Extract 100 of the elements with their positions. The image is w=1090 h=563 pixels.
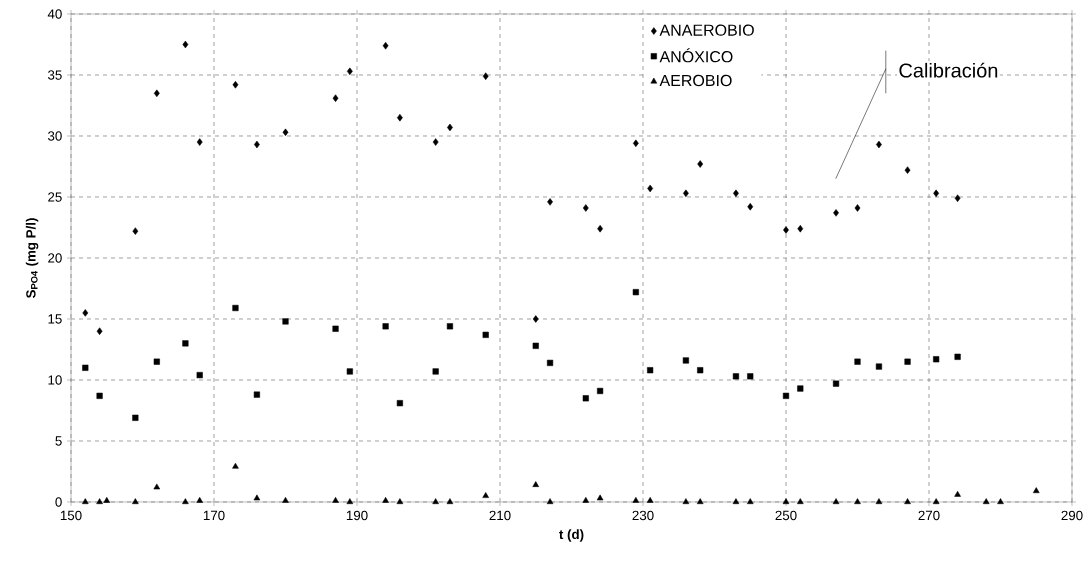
point [697,160,704,168]
point [832,498,840,504]
point [396,400,403,407]
x-axis-title: t (d) [559,529,584,542]
y-tick-label: 15 [48,314,62,324]
x-tick-label: 190 [346,510,368,521]
point [346,368,353,375]
point [933,356,940,363]
point [546,359,554,366]
point [646,497,654,503]
point [532,315,539,323]
point [103,497,111,503]
point [875,363,883,370]
point [782,392,790,399]
point [582,395,589,402]
point [954,490,961,497]
y-tick-label: 25 [48,192,62,202]
point [232,462,239,469]
point [132,498,139,504]
point [232,304,239,312]
x-tick-label: 230 [632,510,654,521]
point [532,481,540,487]
point [997,498,1004,504]
point [96,498,103,504]
annotation: Calibración [899,62,998,78]
point [332,94,339,102]
point [532,342,539,349]
point [196,497,203,503]
point [632,289,639,296]
legend-label: AEROBIO [659,74,732,87]
point [833,209,839,217]
y-tick-label: 20 [48,253,62,263]
point [875,498,883,504]
x-tick-label: 170 [203,510,225,521]
point [196,372,203,379]
y-axis-title: S$_{PO4}$ (mg P/l) [25,218,39,299]
point [482,72,489,80]
point [282,497,289,503]
x-tick-label: 290 [1061,510,1083,521]
point [632,139,639,148]
point [432,138,439,146]
point [346,498,354,504]
point [954,353,961,360]
point [153,89,160,98]
point [747,373,754,380]
point [647,367,654,374]
point [396,498,404,504]
point [797,498,804,504]
point [783,226,789,234]
point [1032,487,1040,494]
point [182,340,189,347]
point [132,227,139,235]
point [596,494,604,501]
point [196,138,203,146]
x-tick-label: 150 [60,510,82,521]
point [682,498,690,504]
point [982,498,990,504]
y-tick-label: 40 [47,9,62,19]
point [747,203,754,211]
legend-label: ANAEROBIO [659,24,754,36]
y-tick-label: 5 [55,436,62,446]
point [547,198,553,206]
y-tick-label: 10 [48,375,62,385]
legend-label: ANÓXICO [659,48,733,63]
y-tick-label: 35 [47,70,62,80]
y-tick-label: 0 [55,497,62,507]
point [797,224,804,233]
point [332,325,339,332]
point [732,373,740,380]
point [696,498,704,504]
point [253,391,260,398]
point [253,494,261,501]
point [132,414,139,421]
point [446,323,454,330]
point [446,498,454,504]
point [546,498,554,504]
point [482,492,489,498]
point [82,309,89,317]
point [382,497,389,503]
point [232,81,239,89]
point [632,497,640,503]
point [582,204,589,212]
point [932,498,940,504]
point [182,498,189,504]
point [732,498,740,504]
point [382,41,389,50]
point [382,323,389,330]
point [832,380,840,387]
x-tick-label: 250 [775,510,797,521]
point [282,128,289,137]
point [82,364,89,371]
point [854,498,861,504]
point [854,204,861,212]
point [346,67,353,76]
x-tick-label: 270 [918,510,940,521]
y-tick-label: 30 [47,131,62,141]
x-tick-label: 210 [489,510,511,521]
point [153,358,160,365]
point [96,327,103,335]
point [647,184,654,193]
